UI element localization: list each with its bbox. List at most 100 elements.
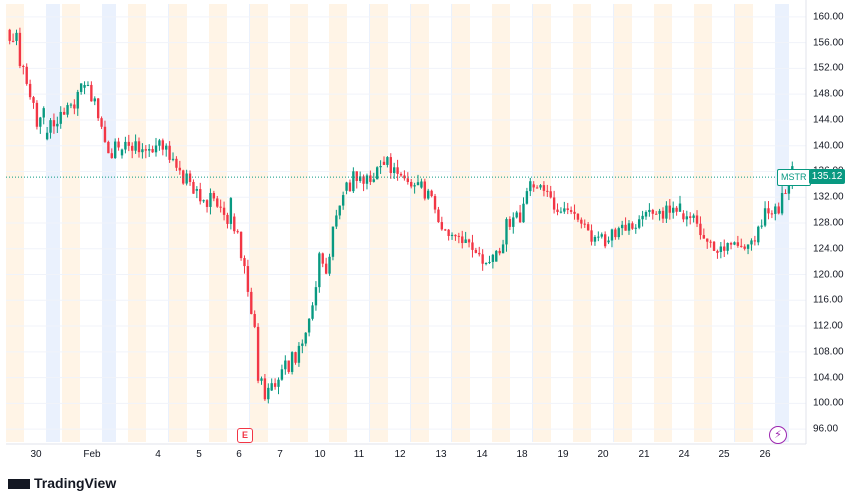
candle-body — [113, 141, 117, 159]
candle-body — [590, 230, 593, 242]
price-tick-label: 144.00 — [813, 114, 844, 126]
candle-body — [56, 123, 59, 127]
candle-body — [743, 246, 746, 249]
candle-body — [273, 383, 277, 387]
candle-body — [614, 229, 617, 238]
candle-body — [127, 141, 130, 146]
candle-body — [461, 236, 464, 244]
candle-body — [42, 108, 45, 118]
candle-body — [600, 234, 603, 237]
candle-body — [546, 190, 549, 192]
candle-body — [740, 245, 743, 247]
candle-body — [760, 225, 763, 227]
candle-body — [770, 213, 774, 215]
candle-body — [512, 217, 515, 227]
candle-body — [267, 387, 270, 400]
candle-body — [665, 205, 668, 219]
candle-body — [410, 181, 413, 187]
candle-body — [280, 369, 284, 380]
candle-body — [678, 203, 682, 212]
price-tick-label: 104.00 — [813, 372, 844, 384]
candle-body — [209, 192, 212, 207]
date-tick-label: 18 — [516, 449, 528, 460]
candle-body — [389, 157, 392, 174]
candle-body — [93, 98, 96, 102]
lightning-icon[interactable]: ⚡ — [769, 426, 787, 444]
brand-name: TradingView — [34, 475, 117, 491]
candle-body — [552, 197, 556, 210]
candle-body — [658, 210, 661, 214]
candle-body — [637, 219, 641, 228]
candle-body — [59, 111, 62, 124]
price-tick-label: 160.00 — [813, 11, 844, 23]
candle-body — [733, 242, 736, 245]
price-tick-label: 108.00 — [813, 346, 844, 358]
candle-body — [695, 215, 699, 224]
price-tick-label: 148.00 — [813, 88, 844, 100]
candle-body — [39, 117, 42, 127]
candle-body — [294, 352, 297, 363]
candle-body — [161, 140, 165, 150]
date-tick-label: 14 — [476, 449, 488, 460]
candle-body — [25, 66, 28, 84]
candle-body — [767, 208, 770, 214]
candle-body — [216, 198, 219, 207]
candle-body — [338, 205, 341, 216]
candle-body — [750, 240, 753, 245]
candle-body — [178, 167, 182, 171]
price-tick-label: 116.00 — [813, 294, 843, 306]
date-tick-label: 24 — [678, 449, 690, 460]
candle-body — [709, 241, 712, 243]
candle-body — [236, 231, 239, 233]
candle-body — [661, 210, 665, 219]
candle-body — [617, 228, 620, 238]
candle-body — [399, 173, 403, 176]
candle-body — [522, 203, 525, 223]
candle-body — [260, 378, 263, 381]
tradingview-logo: TradingView — [8, 475, 116, 491]
candle-body — [348, 182, 352, 192]
candle-body — [501, 244, 505, 254]
candle-body — [542, 185, 546, 191]
candle-body — [11, 40, 15, 42]
candle-body — [576, 213, 580, 220]
candle-body — [488, 261, 491, 264]
candle-body — [406, 178, 409, 182]
candle-body — [314, 287, 318, 306]
candle-body — [151, 149, 154, 153]
candle-body — [474, 249, 478, 253]
candle-body — [79, 83, 83, 92]
candle-body — [372, 179, 375, 182]
candle-body — [518, 212, 522, 223]
candle-body — [311, 305, 314, 319]
candle-body — [464, 239, 467, 244]
price-tick-label: 152.00 — [813, 62, 844, 74]
candle-body — [120, 149, 124, 156]
candle-body — [124, 141, 127, 150]
candle-body — [362, 176, 365, 184]
date-tick-label: Feb — [83, 449, 101, 460]
date-tick-label: 21 — [638, 449, 650, 460]
candle-body — [277, 379, 280, 387]
candle-body — [100, 118, 103, 127]
candle-body — [525, 191, 529, 204]
candle-body — [620, 224, 624, 229]
candle-body — [631, 223, 634, 229]
candle-body — [15, 32, 18, 41]
candle-body — [457, 235, 461, 237]
candle-body — [134, 141, 137, 151]
candle-body — [624, 224, 627, 231]
tradingview-logo-icon — [8, 479, 30, 490]
candle-body — [379, 165, 382, 168]
earnings-marker[interactable]: E — [237, 428, 253, 443]
candle-body — [32, 97, 35, 103]
candle-body — [719, 246, 723, 252]
candle-body — [219, 206, 222, 208]
candle-body — [345, 182, 348, 191]
candle-body — [505, 219, 508, 245]
candle-body — [597, 236, 600, 238]
candle-body — [556, 209, 559, 213]
candle-body — [165, 145, 168, 150]
candle-body — [641, 215, 644, 220]
